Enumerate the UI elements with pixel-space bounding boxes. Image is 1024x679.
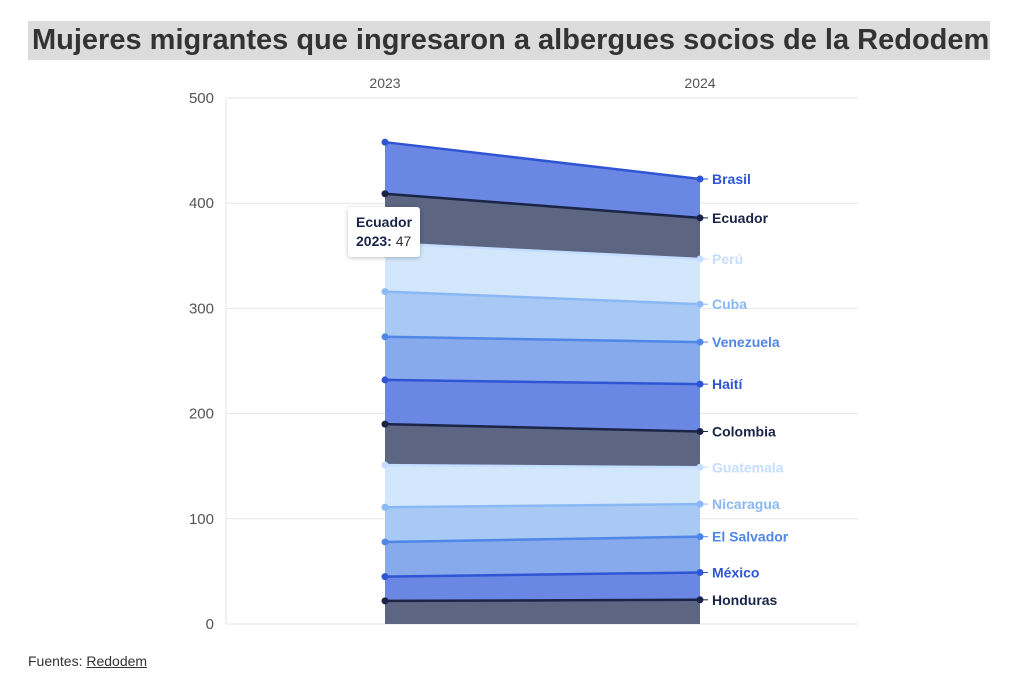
x-tick-label: 2024 <box>684 75 715 91</box>
data-point <box>381 376 389 384</box>
source-note: Fuentes: Redodem <box>28 653 147 669</box>
series-label: México <box>712 564 759 580</box>
series-line <box>384 290 701 306</box>
area-cuba <box>385 291 700 343</box>
y-tick-label: 400 <box>189 195 214 212</box>
series-label: Perú <box>712 251 743 267</box>
area-ecuador <box>385 193 700 259</box>
source-link[interactable]: Redodem <box>86 653 148 669</box>
tooltip-series: Ecuador <box>356 214 413 230</box>
area-nicaragua <box>385 504 700 542</box>
series-label: Honduras <box>712 592 778 608</box>
area-méxico <box>385 572 700 601</box>
y-tick-label: 200 <box>189 406 214 423</box>
y-tick-label: 500 <box>189 90 214 107</box>
series-line <box>384 140 701 181</box>
series-line <box>384 571 701 578</box>
data-point <box>381 333 389 341</box>
series-line <box>384 463 701 469</box>
series-label: Brasil <box>712 171 751 187</box>
series-line <box>384 422 701 433</box>
data-point <box>381 503 389 511</box>
y-tick-label: 300 <box>189 300 214 317</box>
tooltip-year: 2023: <box>356 233 392 249</box>
series-label: El Salvador <box>712 529 789 545</box>
tooltip: Ecuador 2023: 47 <box>348 207 421 257</box>
series-label: Nicaragua <box>712 496 780 512</box>
series-line <box>384 192 701 220</box>
data-point <box>381 138 389 146</box>
series-label: Cuba <box>712 296 747 312</box>
series-label: Colombia <box>712 423 776 439</box>
source-label: Fuentes: <box>28 653 83 669</box>
series-label: Guatemala <box>712 459 784 475</box>
area-venezuela <box>385 336 700 385</box>
series-line <box>384 241 701 261</box>
area-colombia <box>385 424 700 468</box>
data-point <box>381 597 389 605</box>
data-point <box>381 190 389 198</box>
y-tick-label: 0 <box>206 616 214 633</box>
data-point <box>381 288 389 296</box>
series-label: Ecuador <box>712 210 769 226</box>
data-point <box>381 461 389 469</box>
series-line <box>384 378 701 386</box>
chart-title: Mujeres migrantes que ingresaron a alber… <box>28 21 990 60</box>
tooltip-value: 47 <box>395 233 412 249</box>
data-point <box>381 573 389 581</box>
x-tick-label: 2023 <box>369 75 400 91</box>
y-tick-label: 100 <box>189 511 214 528</box>
series-label: Haití <box>712 376 743 392</box>
series-line <box>384 502 701 509</box>
area-el salvador <box>385 536 700 577</box>
area-honduras <box>385 599 700 624</box>
series-line <box>384 535 701 544</box>
area-haití <box>385 379 700 432</box>
area-perú <box>385 243 700 305</box>
series-line <box>384 335 701 344</box>
data-point <box>381 420 389 428</box>
series-line <box>384 598 701 603</box>
series-label: Venezuela <box>712 334 780 350</box>
area-guatemala <box>385 465 700 508</box>
data-point <box>381 538 389 546</box>
